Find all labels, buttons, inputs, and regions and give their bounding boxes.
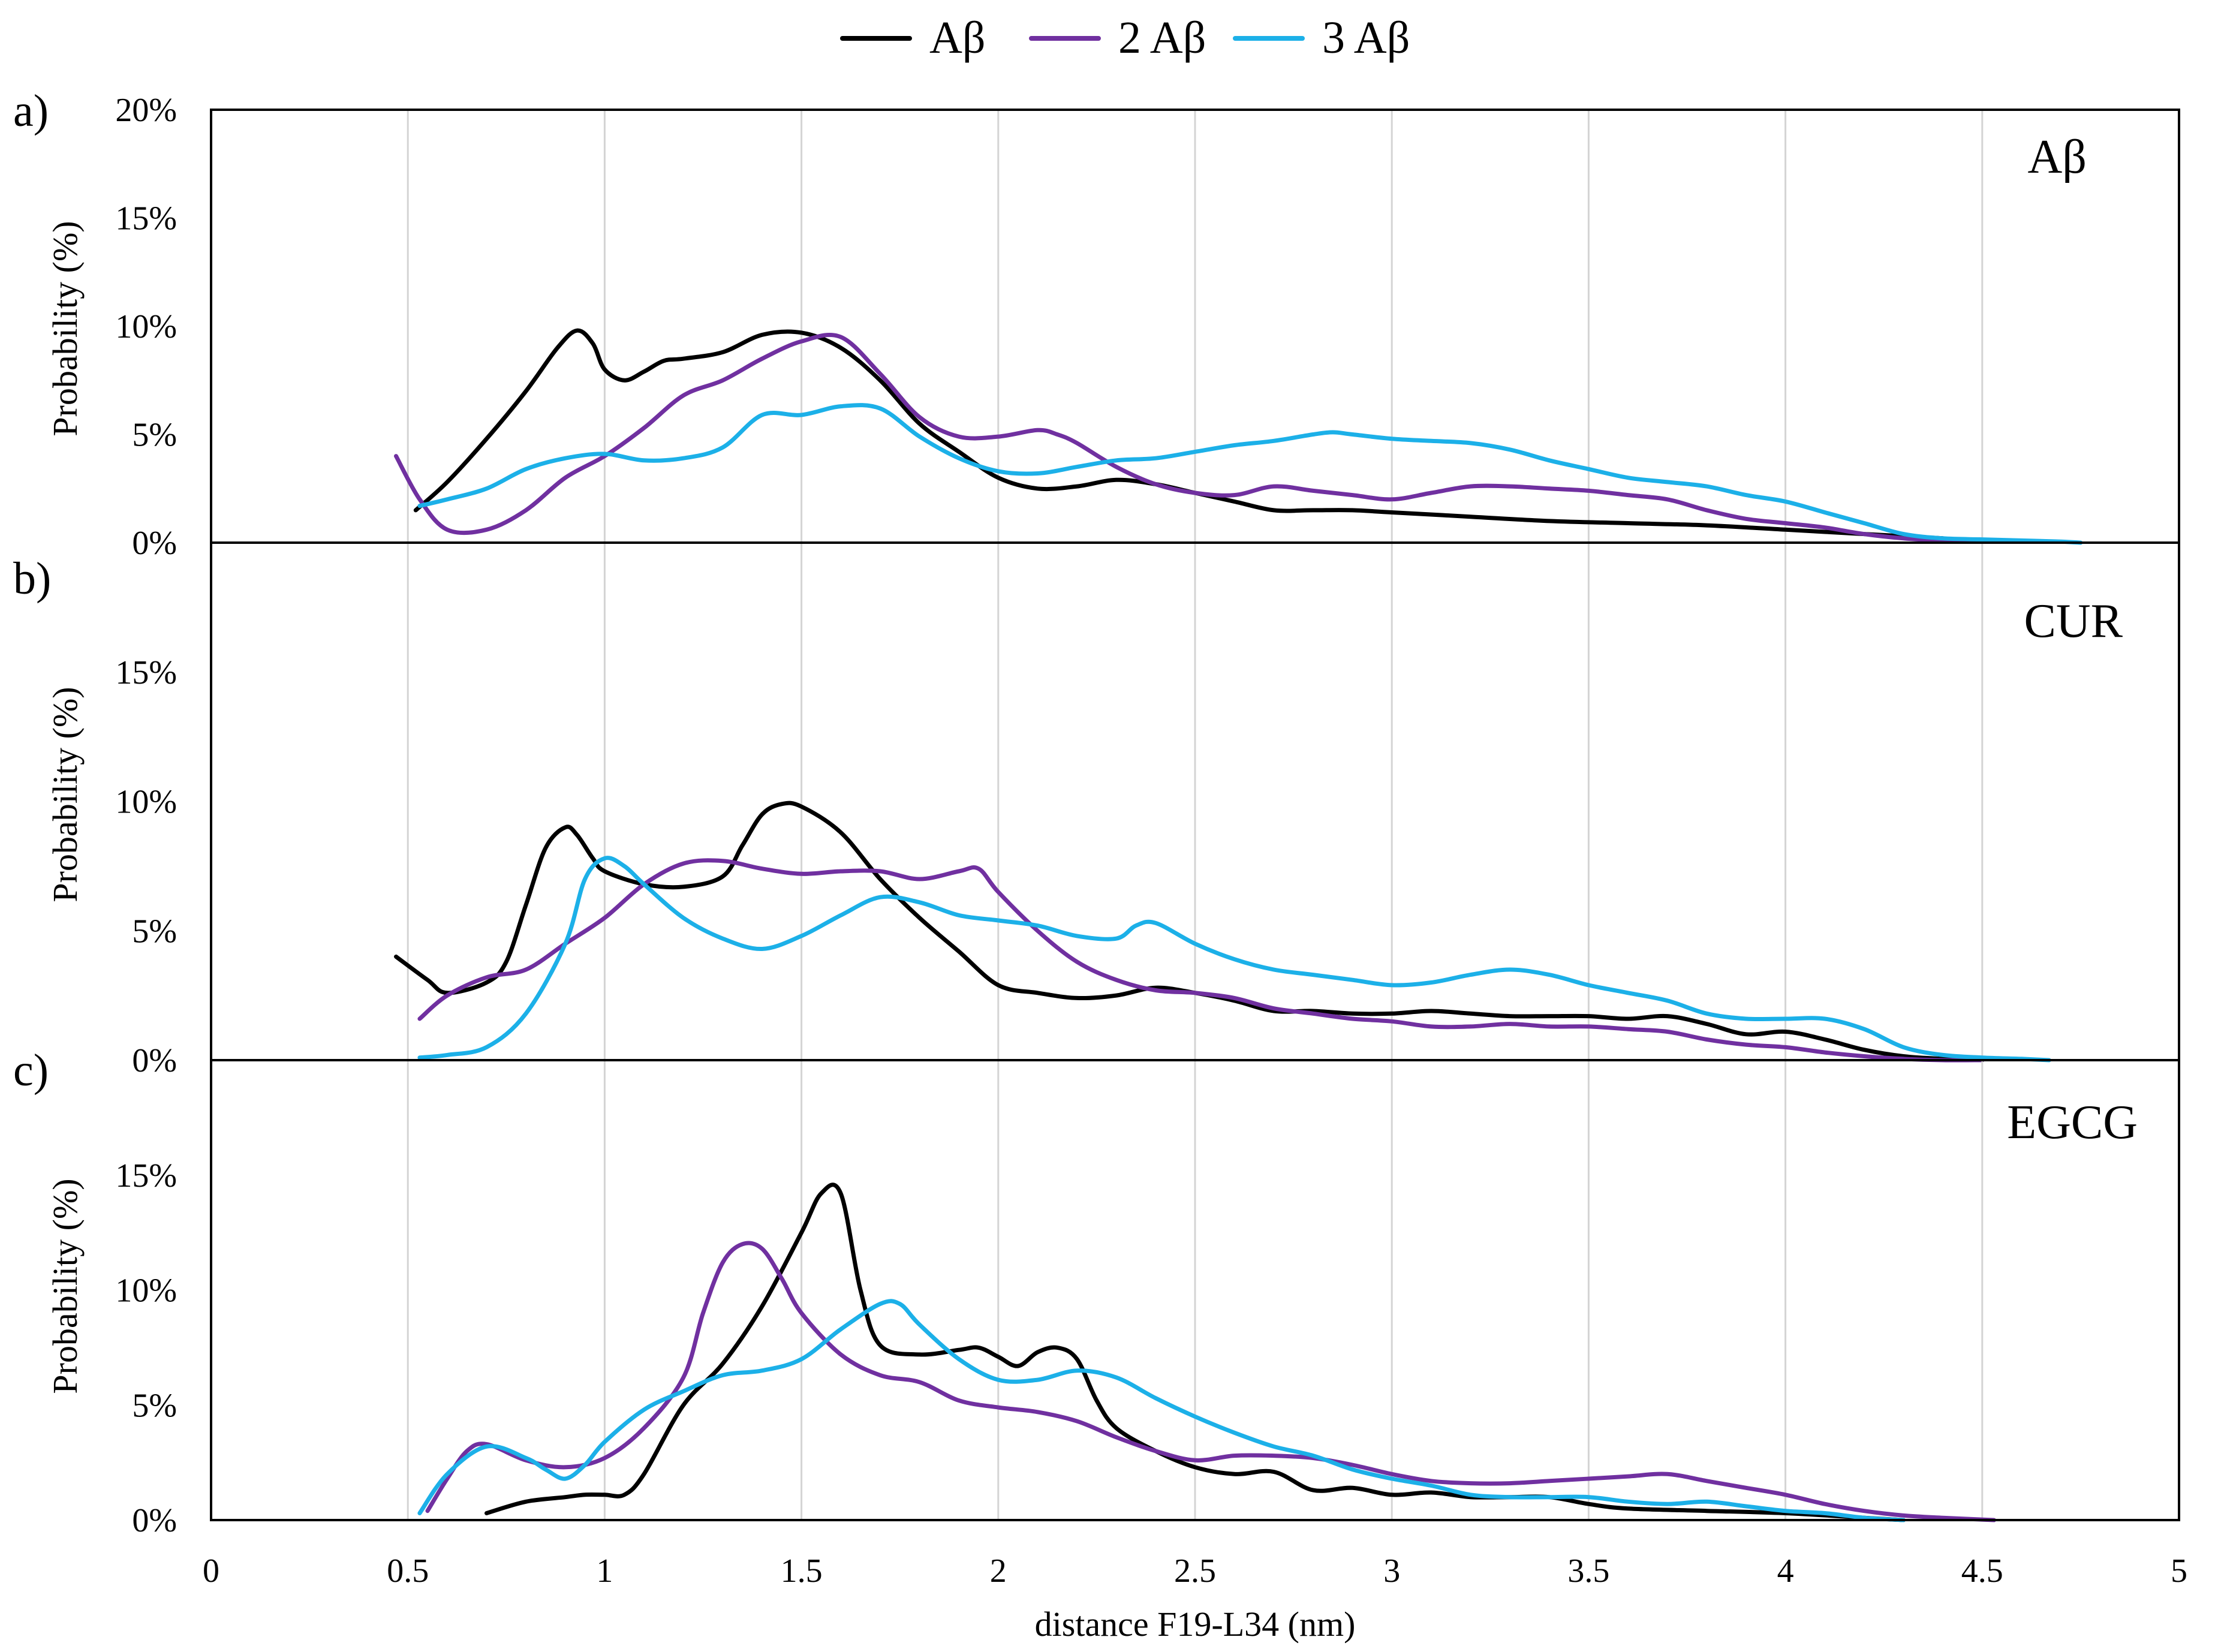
panel-b-series-line-0 (394, 801, 1985, 1063)
panel-c-y-tick-3: 15% (115, 1157, 177, 1194)
x-tick-6: 3 (1383, 1552, 1400, 1590)
x-tick-4: 2 (990, 1552, 1007, 1590)
panel-b-series-line-1 (417, 858, 1985, 1063)
panel-c-series-line-1 (425, 1241, 1996, 1522)
x-axis-ticks: 0 0.5 1 1.5 2 2.5 3 3.5 4 4.5 5 (203, 1552, 2187, 1590)
panel-a-title: Aβ (2028, 131, 2087, 183)
panel-a-y-tick-0: 0% (132, 525, 177, 562)
x-tick-10: 5 (2171, 1552, 2187, 1590)
panel-a-y-tick-4: 20% (115, 92, 177, 129)
panel-c-series (417, 1182, 1996, 1522)
panel-a-series (394, 328, 2083, 545)
panel-c-series-line-2 (417, 1299, 1906, 1522)
panel-c-title: EGCG (2007, 1096, 2138, 1149)
panel-b-y-tick-1: 5% (132, 913, 177, 950)
panel-b-y-axis-label: Probability (%) (46, 687, 85, 902)
panel-c-y-tick-0: 0% (132, 1502, 177, 1539)
panel-b-title: CUR (2024, 595, 2123, 648)
legend-label-2: 3 Aβ (1322, 13, 1410, 63)
x-axis-label: distance F19-L34 (nm) (1035, 1605, 1356, 1644)
panel-c-y-ticks: 0% 5% 10% 15% (115, 1157, 177, 1539)
x-tick-8: 4 (1777, 1552, 1794, 1590)
panel-a: 0% 5% 10% 15% 20% a) Aβ Probability (%) (13, 86, 2087, 562)
panel-b-y-tick-2: 10% (115, 784, 177, 821)
panel-c-letter: c) (13, 1045, 49, 1096)
panel-c-y-tick-1: 5% (132, 1387, 177, 1424)
x-tick-2: 1 (596, 1552, 613, 1590)
x-tick-0: 0 (203, 1552, 219, 1590)
panel-c-y-axis-label: Probability (%) (46, 1178, 85, 1394)
panel-a-series-line-1 (394, 333, 1985, 544)
panel-b: 0% 5% 10% 15% b) CUR Probability (%) (13, 543, 2123, 1079)
legend: Aβ 2 Aβ 3 Aβ (840, 13, 1410, 63)
panel-a-series-line-0 (413, 328, 1945, 541)
panel-a-letter: a) (13, 86, 49, 136)
panel-c-gridlines (407, 1060, 1984, 1520)
panel-b-y-tick-3: 15% (115, 654, 177, 691)
plot-frame (210, 109, 2180, 1521)
legend-label-1: 2 Aβ (1118, 13, 1206, 63)
x-tick-7: 3.5 (1567, 1552, 1609, 1590)
panel-b-letter: b) (13, 553, 51, 604)
x-tick-3: 1.5 (781, 1552, 823, 1590)
panel-c-y-tick-2: 10% (115, 1272, 177, 1310)
panel-b-y-ticks: 0% 5% 10% 15% (115, 654, 177, 1079)
panel-b-gridlines (407, 543, 1984, 1060)
panel-a-y-tick-3: 15% (115, 200, 177, 237)
panel-a-gridlines (407, 110, 1984, 543)
panel-a-series-line-2 (417, 403, 2083, 545)
panel-a-y-ticks: 0% 5% 10% 15% 20% (115, 92, 177, 562)
x-tick-5: 2.5 (1174, 1552, 1216, 1590)
panel-b-y-tick-0: 0% (132, 1042, 177, 1079)
legend-label-0: Aβ (929, 13, 986, 63)
panel-c: 0% 5% 10% 15% c) EGCG Probability (%) (13, 1045, 2138, 1539)
panel-a-y-tick-2: 10% (115, 308, 177, 345)
x-tick-9: 4.5 (1961, 1552, 2003, 1590)
panel-b-series-line-2 (417, 856, 2051, 1063)
panel-a-y-axis-label: Probability (%) (46, 221, 85, 436)
panel-a-y-tick-1: 5% (132, 417, 177, 454)
x-tick-1: 0.5 (387, 1552, 429, 1590)
panel-b-series (394, 801, 2051, 1063)
